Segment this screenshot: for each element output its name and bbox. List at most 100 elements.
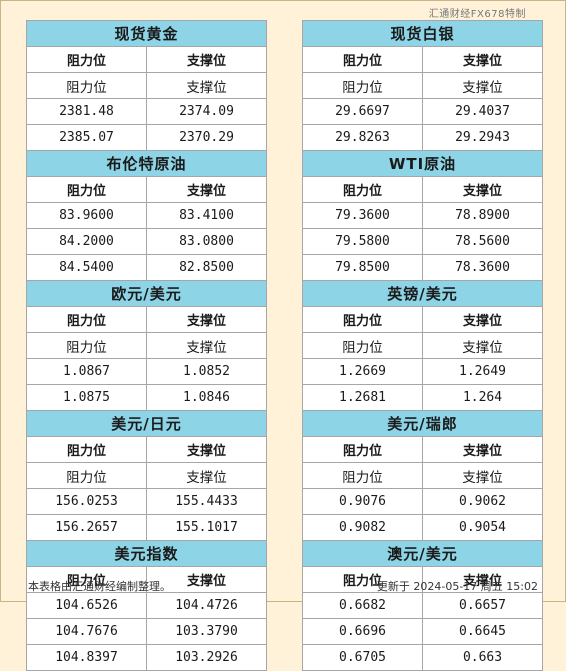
footer-updated: 更新于 2024-05-17 周五 15:02 <box>376 580 538 593</box>
table-row: 79.3600 78.8900 <box>302 202 544 229</box>
table-row: 1.0875 1.0846 <box>26 384 268 411</box>
table-title-row: 现货黄金 <box>25 20 268 47</box>
support-cell: 155.1017 <box>145 514 268 541</box>
resistance-cell: 84.2000 <box>26 228 147 255</box>
support-cell: 0.9062 <box>421 488 544 515</box>
table-row: 104.8397 103.2926 <box>26 644 268 671</box>
resistance-cell: 79.5800 <box>302 228 423 255</box>
resistance-cell: 83.9600 <box>26 202 147 229</box>
support-cell: 78.3600 <box>421 254 544 281</box>
support-cell: 82.8500 <box>145 254 268 281</box>
table-header-row: 阻力位 支撑位 <box>302 566 544 593</box>
table-row: 29.6697 29.4037 <box>302 98 544 125</box>
table-row: 84.5400 82.8500 <box>26 254 268 281</box>
resistance-cell: 0.6705 <box>302 644 423 671</box>
support-cell: 支撑位 <box>145 72 268 99</box>
support-cell: 支撑位 <box>145 332 268 359</box>
resistance-cell: 0.6682 <box>302 592 423 619</box>
header-support: 支撑位 <box>421 566 544 593</box>
table-header-row: 阻力位 支撑位 <box>26 436 268 463</box>
table-title-row: 美元指数 <box>25 540 268 567</box>
support-cell: 支撑位 <box>421 332 544 359</box>
header-support: 支撑位 <box>421 46 544 73</box>
resistance-cell: 0.9082 <box>302 514 423 541</box>
instrument-title: 美元/瑞郎 <box>301 410 544 437</box>
table-title-row: 欧元/美元 <box>25 280 268 307</box>
right-column: 现货白银 阻力位 支撑位 阻力位 支撑位 29.6697 29.4037 29.8263 29.… <box>301 20 544 671</box>
support-cell: 103.2926 <box>145 644 268 671</box>
support-cell: 1.264 <box>421 384 544 411</box>
header-resistance: 阻力位 <box>302 306 423 333</box>
header-resistance: 阻力位 <box>26 306 147 333</box>
table-title-row: 英镑/美元 <box>301 280 544 307</box>
resistance-cell: 84.5400 <box>26 254 147 281</box>
support-cell: 78.8900 <box>421 202 544 229</box>
resistance-cell: 阻力位 <box>302 332 423 359</box>
support-cell: 1.0852 <box>145 358 268 385</box>
support-cell: 78.5600 <box>421 228 544 255</box>
support-cell: 0.663 <box>421 644 544 671</box>
levels-table-left: 现货黄金 阻力位 支撑位 阻力位 支撑位 2381.48 2374.09 2385.07 237… <box>25 20 268 671</box>
support-cell: 83.0800 <box>145 228 268 255</box>
support-cell: 103.3790 <box>145 618 268 645</box>
support-cell: 2370.29 <box>145 124 268 151</box>
table-row: 2385.07 2370.29 <box>26 124 268 151</box>
resistance-cell: 29.8263 <box>302 124 423 151</box>
table-title-row: 美元/瑞郎 <box>301 410 544 437</box>
table-row: 1.2681 1.264 <box>302 384 544 411</box>
table-title-row: WTI原油 <box>301 150 544 177</box>
support-cell: 104.4726 <box>145 592 268 619</box>
support-cell: 2374.09 <box>145 98 268 125</box>
table-row: 0.9076 0.9062 <box>302 488 544 515</box>
table-header-row: 阻力位 支撑位 <box>26 46 268 73</box>
table-row: 79.8500 78.3600 <box>302 254 544 281</box>
instrument-title: 布伦特原油 <box>25 150 268 177</box>
resistance-cell: 1.2681 <box>302 384 423 411</box>
resistance-cell: 156.2657 <box>26 514 147 541</box>
header-support: 支撑位 <box>421 176 544 203</box>
table-row: 104.6526 104.4726 <box>26 592 268 619</box>
resistance-cell: 79.8500 <box>302 254 423 281</box>
resistance-cell: 0.6696 <box>302 618 423 645</box>
levels-table-right: 现货白银 阻力位 支撑位 阻力位 支撑位 29.6697 29.4037 29.8263 29.… <box>301 20 544 671</box>
left-column: 现货黄金 阻力位 支撑位 阻力位 支撑位 2381.48 2374.09 2385.07 237… <box>25 20 268 671</box>
table-title-row: 现货白银 <box>301 20 544 47</box>
table-title-row: 美元/日元 <box>25 410 268 437</box>
table-row: 84.2000 83.0800 <box>26 228 268 255</box>
table-row: 29.8263 29.2943 <box>302 124 544 151</box>
instrument-title: 现货黄金 <box>25 20 268 47</box>
header-resistance: 阻力位 <box>26 46 147 73</box>
table-row: 0.6682 0.6657 <box>302 592 544 619</box>
table-header-row: 阻力位 支撑位 <box>26 306 268 333</box>
footer-note: 本表格由汇通财经编制整理。 <box>28 580 171 593</box>
resistance-cell: 1.0875 <box>26 384 147 411</box>
resistance-cell: 156.0253 <box>26 488 147 515</box>
table-header-row: 阻力位 支撑位 <box>302 176 544 203</box>
table-row: 1.2669 1.2649 <box>302 358 544 385</box>
table-row: 阻力位 支撑位 <box>302 462 544 489</box>
support-cell: 83.4100 <box>145 202 268 229</box>
table-row: 0.9082 0.9054 <box>302 514 544 541</box>
support-cell: 1.0846 <box>145 384 268 411</box>
table-row: 79.5800 78.5600 <box>302 228 544 255</box>
resistance-cell: 1.2669 <box>302 358 423 385</box>
resistance-cell: 29.6697 <box>302 98 423 125</box>
instrument-title: WTI原油 <box>301 150 544 177</box>
instrument-title: 欧元/美元 <box>25 280 268 307</box>
support-cell: 29.2943 <box>421 124 544 151</box>
table-row: 156.0253 155.4433 <box>26 488 268 515</box>
table-row: 阻力位 支撑位 <box>26 462 268 489</box>
resistance-cell: 阻力位 <box>302 462 423 489</box>
resistance-cell: 1.0867 <box>26 358 147 385</box>
header-support: 支撑位 <box>145 436 268 463</box>
table-row: 83.9600 83.4100 <box>26 202 268 229</box>
instrument-title: 英镑/美元 <box>301 280 544 307</box>
table-header-row: 阻力位 支撑位 <box>26 176 268 203</box>
support-cell: 0.6645 <box>421 618 544 645</box>
resistance-cell: 阻力位 <box>302 72 423 99</box>
header-support: 支撑位 <box>145 176 268 203</box>
table-row: 156.2657 155.1017 <box>26 514 268 541</box>
instrument-title: 澳元/美元 <box>301 540 544 567</box>
resistance-cell: 2381.48 <box>26 98 147 125</box>
header-resistance: 阻力位 <box>26 436 147 463</box>
